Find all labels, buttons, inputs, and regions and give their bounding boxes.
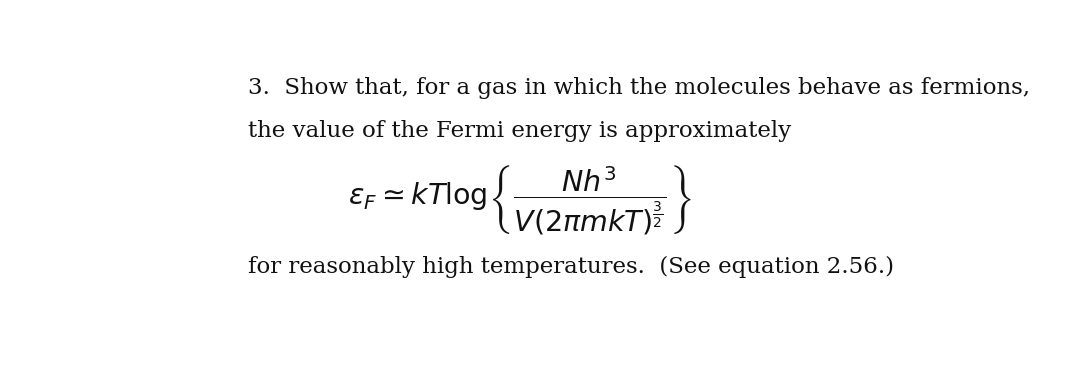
Text: the value of the Fermi energy is approximately: the value of the Fermi energy is approxi… <box>248 120 792 142</box>
Text: 3.  Show that, for a gas in which the molecules behave as fermions,: 3. Show that, for a gas in which the mol… <box>248 77 1030 99</box>
Text: $\epsilon_F \simeq kT\log\!\left\{\dfrac{Nh^3}{V(2\pi mkT)^{\frac{3}{2}}}\right\: $\epsilon_F \simeq kT\log\!\left\{\dfrac… <box>348 163 692 236</box>
Text: for reasonably high temperatures.  (See equation 2.56.): for reasonably high temperatures. (See e… <box>248 256 894 278</box>
